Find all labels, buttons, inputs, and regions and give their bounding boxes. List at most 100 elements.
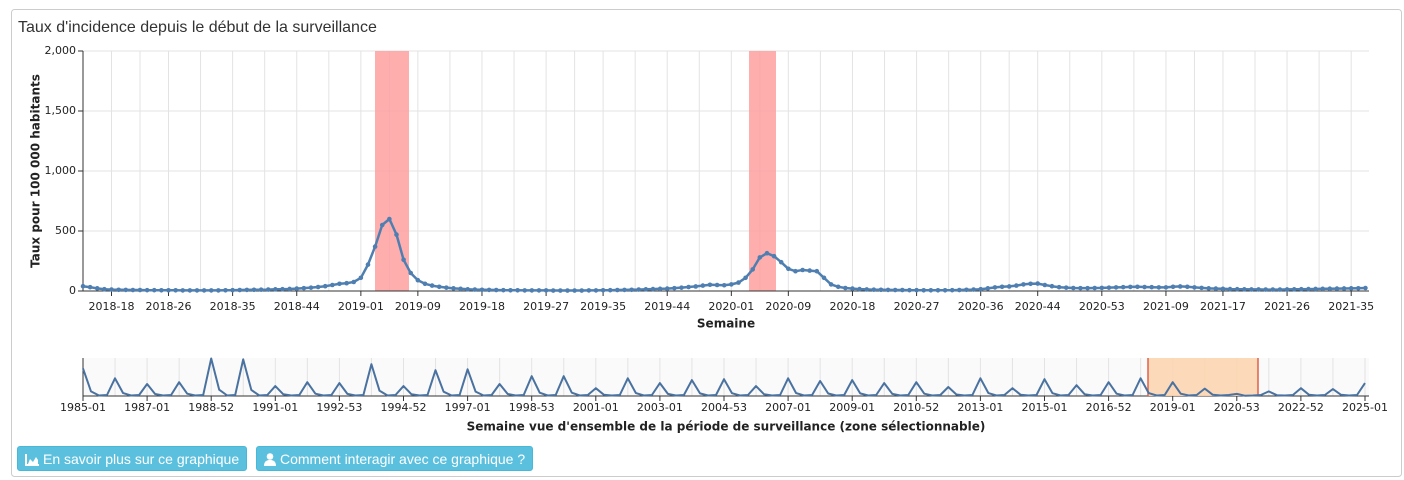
data-point xyxy=(1277,287,1283,292)
x-tick-label: 2020-53 xyxy=(1214,401,1260,414)
help-button[interactable]: Comment interagir avec ce graphique ? xyxy=(256,446,534,471)
data-point xyxy=(465,287,471,292)
x-tick-label: 2020-44 xyxy=(1015,300,1061,313)
data-point xyxy=(607,287,613,293)
x-tick-label: 2016-52 xyxy=(1086,401,1132,414)
data-point xyxy=(1078,285,1083,291)
data-point xyxy=(1142,284,1147,290)
x-tick-label: 2018-35 xyxy=(210,300,256,313)
data-point xyxy=(878,287,884,293)
data-point xyxy=(159,287,164,293)
data-point xyxy=(750,267,756,272)
data-point xyxy=(928,287,934,293)
data-point xyxy=(1106,285,1112,290)
data-point xyxy=(686,284,691,290)
data-point xyxy=(1199,285,1204,291)
data-point xyxy=(814,268,820,274)
data-point xyxy=(137,287,143,293)
data-point xyxy=(957,287,962,293)
data-point xyxy=(536,288,542,293)
data-point xyxy=(700,283,706,288)
data-point xyxy=(657,286,663,292)
data-point xyxy=(1120,284,1126,290)
data-point xyxy=(1227,286,1233,292)
data-point xyxy=(1099,285,1105,291)
plot-back xyxy=(83,50,1369,292)
data-point xyxy=(1249,287,1254,292)
data-point xyxy=(786,266,791,272)
button-label: En savoir plus sur ce graphique xyxy=(43,451,240,467)
data-point xyxy=(472,287,478,292)
x-tick-label: 2007-01 xyxy=(765,401,811,414)
data-point xyxy=(1028,281,1033,287)
data-point xyxy=(123,287,129,293)
y-tick-label: 500 xyxy=(55,224,76,237)
user-icon xyxy=(264,453,276,466)
data-point xyxy=(1220,286,1226,292)
x-tick-label: 2021-35 xyxy=(1328,300,1374,313)
y-tick-label: 0 xyxy=(69,284,76,297)
data-point xyxy=(344,280,349,286)
data-point xyxy=(529,288,535,293)
data-point xyxy=(258,287,264,292)
button-label: Comment interagir avec ce graphique ? xyxy=(280,451,526,467)
data-point xyxy=(992,285,998,290)
data-point xyxy=(1014,283,1019,288)
x-tick-label: 2025-01 xyxy=(1342,401,1388,414)
data-point xyxy=(778,259,784,265)
data-point xyxy=(1049,283,1055,289)
data-point xyxy=(615,287,620,293)
data-point xyxy=(265,287,271,292)
data-point xyxy=(978,286,984,292)
data-point xyxy=(1242,287,1247,292)
data-point xyxy=(294,286,300,291)
info-button[interactable]: En savoir plus sur ce graphique xyxy=(17,446,248,471)
data-point xyxy=(1341,286,1347,291)
data-point xyxy=(985,286,991,291)
data-point xyxy=(572,288,577,293)
data-point xyxy=(757,255,763,260)
data-point xyxy=(1128,284,1133,290)
data-point xyxy=(508,287,513,293)
data-point xyxy=(194,288,200,293)
x-tick-label: 2001-01 xyxy=(573,401,619,414)
x-tick-label: 2004-53 xyxy=(701,401,747,414)
highlight-band xyxy=(749,51,776,291)
data-point xyxy=(315,284,321,290)
data-point xyxy=(244,287,250,293)
data-point xyxy=(1313,286,1318,292)
data-point xyxy=(515,287,520,293)
data-point xyxy=(707,282,713,288)
data-point xyxy=(914,287,919,293)
y-tick-label: 1,500 xyxy=(45,104,77,117)
y-axis-title: Taux pour 100 000 habitants xyxy=(29,74,43,268)
data-point xyxy=(287,286,292,292)
x-tick-label: 2020-36 xyxy=(958,300,1004,313)
x-tick-label: 2021-17 xyxy=(1200,300,1246,313)
x-tick-label: 1985-01 xyxy=(60,401,106,414)
data-point xyxy=(330,282,335,288)
data-point xyxy=(942,287,948,293)
data-point xyxy=(1042,282,1048,288)
data-point xyxy=(1071,285,1076,291)
data-point xyxy=(458,286,463,292)
x-tick-label: 1997-01 xyxy=(445,401,491,414)
x-tick-label: 2020-18 xyxy=(829,300,875,313)
data-point xyxy=(1085,285,1090,291)
data-point xyxy=(1056,284,1062,290)
data-point xyxy=(971,287,976,292)
data-point xyxy=(935,287,941,293)
data-point xyxy=(629,287,634,293)
data-point xyxy=(87,284,93,290)
data-point xyxy=(721,282,727,288)
x-tick-label: 2019-01 xyxy=(338,300,384,313)
data-point xyxy=(1348,286,1354,291)
x-tick-label: 2018-18 xyxy=(89,300,135,313)
x-tick-label: 2020-27 xyxy=(894,300,940,313)
x-tick-label: 1991-01 xyxy=(252,401,298,414)
data-point xyxy=(1306,286,1311,292)
x-tick-label: 2020-53 xyxy=(1079,300,1125,313)
data-point xyxy=(558,288,563,293)
data-point xyxy=(1270,287,1276,292)
